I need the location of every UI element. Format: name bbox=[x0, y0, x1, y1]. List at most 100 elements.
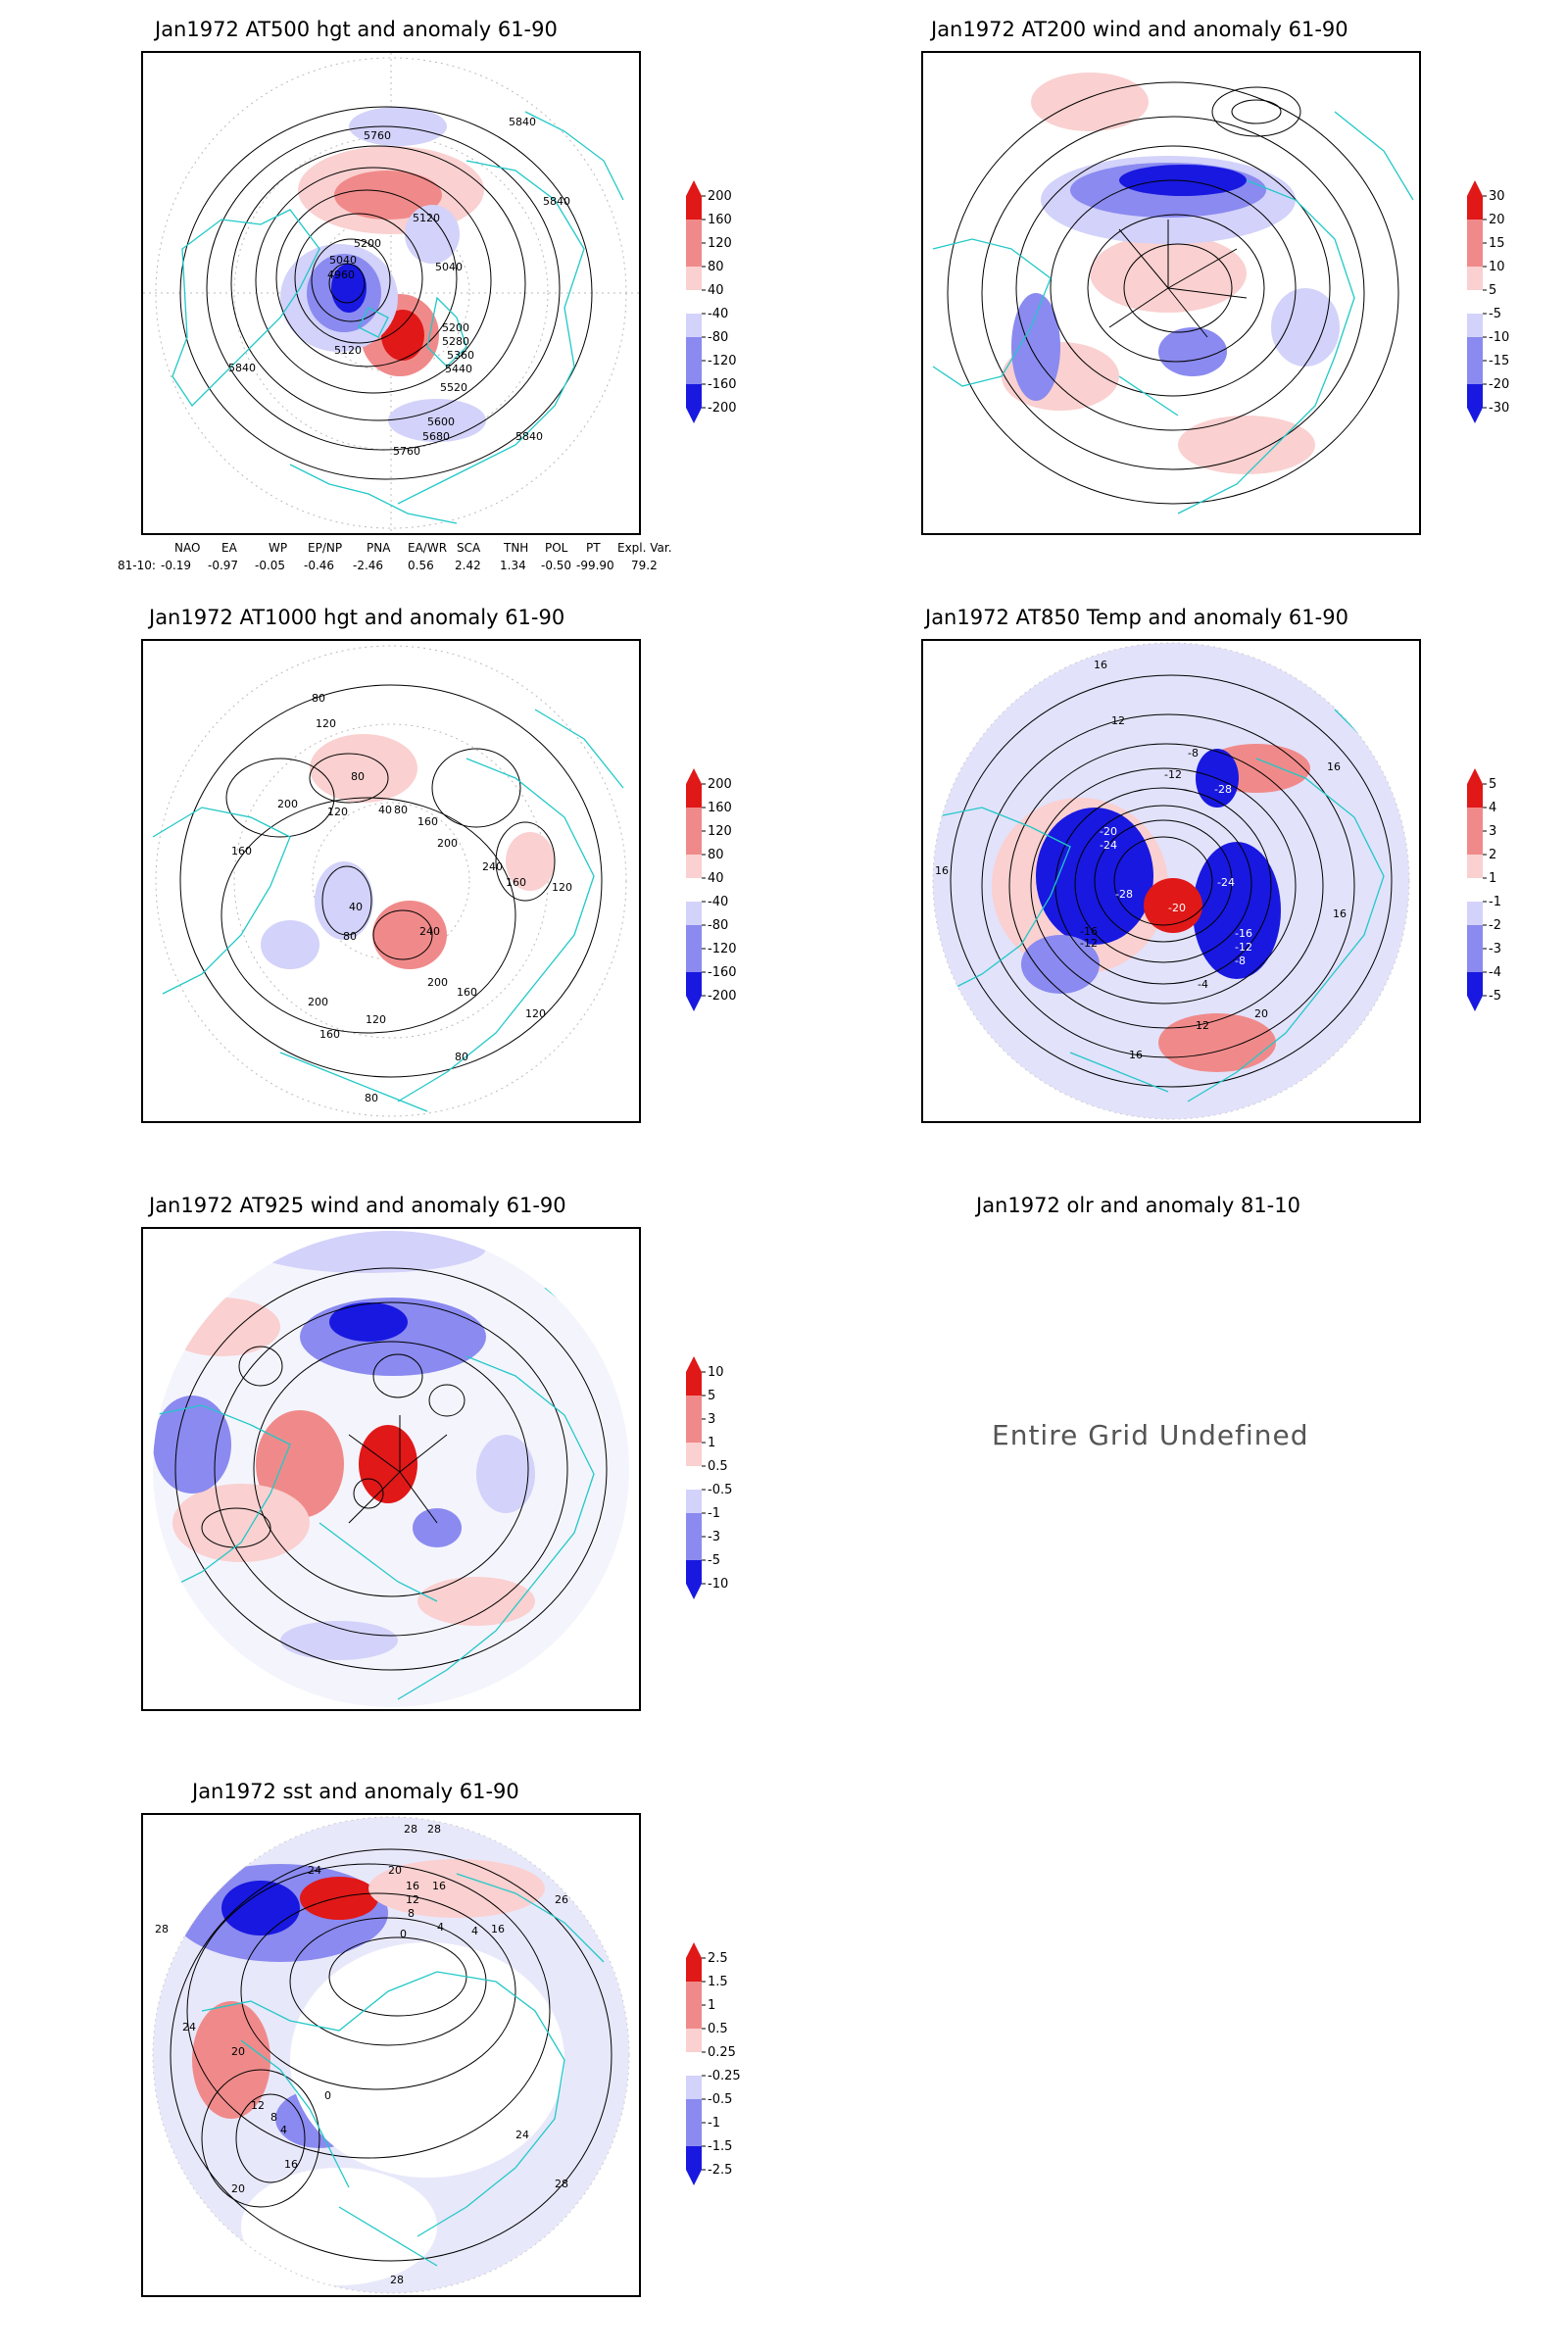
colorbar-segment bbox=[686, 1513, 702, 1537]
colorbar-tick-label: 200 bbox=[708, 189, 732, 204]
tele-header: NAO bbox=[174, 541, 201, 555]
height-contour bbox=[179, 106, 593, 480]
anomaly-negative bbox=[405, 205, 460, 264]
colorbar-tick-label: 120 bbox=[708, 236, 732, 251]
tele-value: -0.46 bbox=[304, 559, 335, 572]
contour-label: 5200 bbox=[354, 237, 381, 250]
contour-label: 24 bbox=[182, 2021, 196, 2034]
tele-value: -0.19 bbox=[161, 559, 192, 572]
contour-label: 4 bbox=[471, 1925, 478, 1937]
colorbar-segment bbox=[1467, 243, 1483, 267]
contour-label: 28 bbox=[555, 2178, 568, 2190]
anomaly-positive bbox=[172, 1484, 310, 1562]
coastline bbox=[534, 709, 624, 789]
contour-label: 16 bbox=[432, 1880, 446, 1892]
anomaly-negative bbox=[329, 1302, 408, 1342]
contour-label: 16 bbox=[1333, 907, 1347, 920]
colorbar-segment bbox=[1467, 337, 1483, 361]
anomaly-positive bbox=[381, 310, 424, 361]
colorbar-tick-label: -0.5 bbox=[708, 1483, 732, 1497]
colorbar-segment bbox=[686, 2099, 702, 2123]
map-frame-at1000: 80 120 80 200 160 120 40 80 160 200 240 … bbox=[141, 639, 641, 1123]
contour-label: 200 bbox=[308, 996, 328, 1008]
colorbar-tick-label: -1 bbox=[708, 1506, 720, 1521]
colorbar-tick-label: -1.5 bbox=[708, 2139, 732, 2154]
contour-label: 120 bbox=[316, 717, 336, 730]
contour-label: 80 bbox=[365, 1092, 378, 1104]
contour-label: 5040 bbox=[435, 261, 463, 273]
tele-value: 0.56 bbox=[408, 559, 434, 572]
colorbar-svg: 2.5 1.5 1 0.5 0.25 -0.25 -0.5 -1 -1.5 -2.5 bbox=[686, 1942, 741, 2185]
panel-title-at850: Jan1972 AT850 Temp and anomaly 61-90 bbox=[925, 606, 1348, 629]
colorbar-segment bbox=[686, 1396, 702, 1419]
anomaly-negative bbox=[1021, 935, 1100, 994]
contour-label: -28 bbox=[1115, 888, 1133, 901]
contour-label: 120 bbox=[552, 881, 572, 894]
streamline bbox=[372, 1353, 423, 1398]
height-contour bbox=[495, 821, 556, 902]
tele-header: EA/WR bbox=[408, 541, 448, 555]
streamline bbox=[947, 81, 1399, 505]
colorbar-tick-label: -40 bbox=[708, 895, 728, 909]
contour-label: 4960 bbox=[327, 269, 355, 281]
colorbar-segment bbox=[686, 902, 702, 925]
temp-contour bbox=[981, 713, 1355, 1058]
contour-label: 200 bbox=[277, 798, 298, 810]
colorbar-tick-label: -160 bbox=[708, 965, 737, 980]
contour-label: 28 bbox=[155, 1923, 169, 1936]
anomaly-positive bbox=[368, 1859, 545, 1918]
sst-contour bbox=[186, 1863, 551, 2159]
colorbar-segment bbox=[686, 949, 702, 972]
streamline bbox=[214, 1301, 568, 1637]
height-contour bbox=[179, 684, 603, 1078]
contour-label: -4 bbox=[1198, 978, 1208, 991]
colorbar-segment bbox=[686, 196, 702, 220]
contour-label: 5040 bbox=[329, 254, 357, 267]
polar-map-at1000: 80 120 80 200 160 120 40 80 160 200 240 … bbox=[152, 645, 627, 1117]
colorbar-tick-label: 20 bbox=[1489, 213, 1505, 227]
colorbar-tick-label: 80 bbox=[708, 260, 724, 274]
streamline bbox=[1087, 214, 1265, 363]
colorbar-segment bbox=[686, 808, 702, 831]
coastline bbox=[397, 758, 595, 1102]
colorbar-segment bbox=[1467, 925, 1483, 949]
contour-label: 5840 bbox=[543, 195, 570, 208]
contour-label: 5440 bbox=[445, 363, 472, 375]
colorbar-segment bbox=[686, 2005, 702, 2029]
streamline bbox=[1231, 99, 1282, 124]
colorbar-segment bbox=[686, 1419, 702, 1443]
anomaly-negative bbox=[388, 399, 486, 442]
colorbar-tick-label: 1 bbox=[1489, 871, 1496, 886]
contour-label: 28 bbox=[427, 1823, 441, 1836]
tele-value: -0.50 bbox=[541, 559, 572, 572]
contour-label: 240 bbox=[419, 925, 440, 938]
colorbar-tick-label: 160 bbox=[708, 801, 732, 815]
contour-label: 5680 bbox=[422, 430, 450, 443]
anomaly-negative bbox=[331, 264, 367, 313]
colorbar-arrow-bottom bbox=[686, 996, 702, 1011]
colorbar-tick-label: 1 bbox=[708, 1436, 715, 1450]
colorbar-arrow-top bbox=[1467, 768, 1483, 784]
coastline bbox=[240, 2039, 350, 2188]
colorbar-segment bbox=[686, 267, 702, 290]
colorbar-tick-label: 10 bbox=[708, 1365, 724, 1380]
colorbar-segment bbox=[1467, 384, 1483, 408]
colorbar-tick-label: -20 bbox=[1489, 377, 1509, 392]
tele-value: -0.97 bbox=[208, 559, 239, 572]
grid-circle bbox=[312, 214, 470, 372]
colorbar-tick-label: 5 bbox=[1489, 777, 1496, 792]
colorbar-tick-label: 30 bbox=[1489, 189, 1505, 204]
contour-label: 28 bbox=[390, 2274, 404, 2286]
coastline bbox=[172, 209, 320, 408]
colorbar-segment bbox=[686, 831, 702, 855]
colorbar-segment bbox=[1467, 361, 1483, 384]
colorbar-tick-label: -0.5 bbox=[708, 2092, 732, 2107]
streamline bbox=[174, 1267, 608, 1671]
temp-contour bbox=[1030, 767, 1297, 1004]
coastline bbox=[456, 1873, 605, 1963]
tele-value: -99.90 bbox=[576, 559, 614, 572]
colorbar-segment bbox=[686, 1958, 702, 1982]
contour-label: 160 bbox=[506, 876, 526, 889]
sst-contour bbox=[170, 1848, 612, 2262]
sst-contour bbox=[289, 1917, 487, 2046]
